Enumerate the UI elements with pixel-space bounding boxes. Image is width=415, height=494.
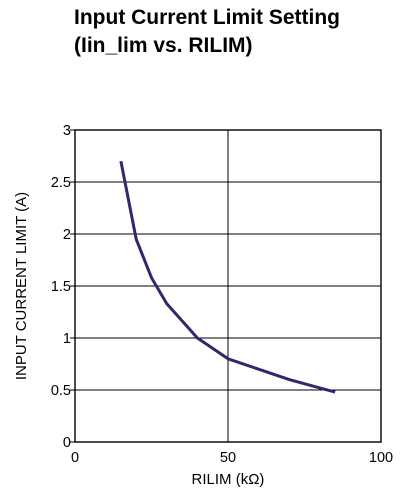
y-tick-label: 1 [63,331,71,347]
y-tick-label: 1.5 [51,279,71,295]
y-tick-label: 0.5 [51,383,71,399]
y-tick-label: 2.5 [51,175,71,191]
y-axis-label: INPUT CURRENT LIMIT (A) [13,192,30,380]
series-line-0 [119,160,336,394]
tick-labels: 0 0.5 1 1.5 2 2.5 3 0 50 100 [51,123,393,466]
x-tick-label: 50 [220,450,236,466]
grid-lines [74,129,382,443]
chart-title: Input Current Limit Setting [74,6,340,29]
x-tick-label: 0 [71,450,79,466]
y-tick-label: 3 [63,123,71,139]
x-tick-label: 100 [369,450,393,466]
chart-subtitle: (Iin_lim vs. RILIM) [74,34,253,57]
series-layer [119,160,336,394]
x-axis-label: RILIM (kΩ) [192,471,265,488]
y-tick-label: 2 [63,227,71,243]
chart-title-block: Input Current Limit Setting (Iin_lim vs.… [74,4,340,60]
y-tick-label: 0 [63,435,71,451]
